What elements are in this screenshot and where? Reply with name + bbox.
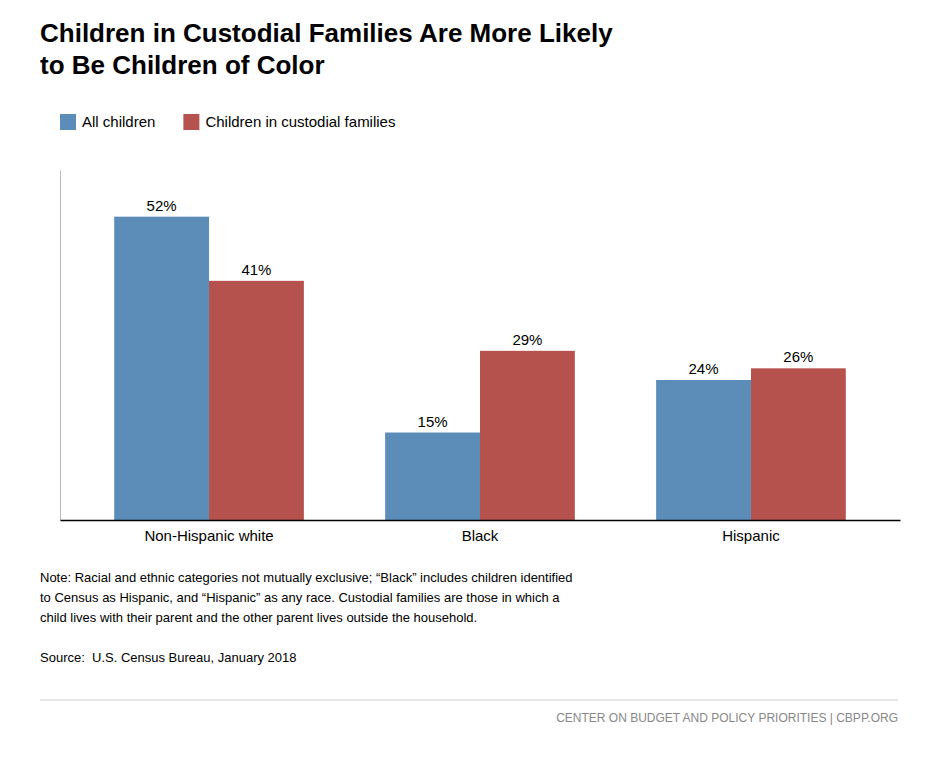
legend: All children Children in custodial famili… [60,113,395,130]
data-label: 26% [783,348,813,365]
data-label: 41% [241,261,271,278]
bar [114,217,209,520]
bar [480,351,575,520]
bars [114,217,846,520]
footer-rule [40,700,898,701]
note: Note: Racial and ethnic categories not m… [40,570,573,625]
bar [656,380,751,520]
footer: CENTER ON BUDGET AND POLICY PRIORITIES |… [556,711,898,725]
bar [751,368,846,520]
legend-label: Children in custodial families [205,113,395,130]
x-tick: Non-Hispanic white [144,520,273,544]
legend-swatch [60,114,76,130]
data-labels: 52% 15% 24% 41% 29% 26% [147,197,814,430]
x-tick-label: Non-Hispanic white [144,527,273,544]
source: Source: U.S. Census Bureau, January 2018 [40,650,297,665]
x-tick: Black [462,520,499,544]
x-axis-line [61,520,901,522]
x-tick: Hispanic [722,520,780,544]
chart: Children in Custodial Families Are More … [0,0,938,774]
data-label: 24% [689,360,719,377]
data-label: 15% [418,413,448,430]
legend-label: All children [82,113,155,130]
bar [209,281,304,520]
bar [385,433,480,521]
y-axis-line [60,171,61,521]
x-tick-label: Hispanic [722,527,780,544]
title: Children in Custodial Families Are More … [40,18,613,80]
legend-swatch [183,114,199,130]
data-label: 29% [512,331,542,348]
data-label: 52% [147,197,177,214]
x-axis: Non-Hispanic white Black Hispanic [61,520,901,544]
y-axis [60,171,61,521]
x-tick-label: Black [462,527,499,544]
